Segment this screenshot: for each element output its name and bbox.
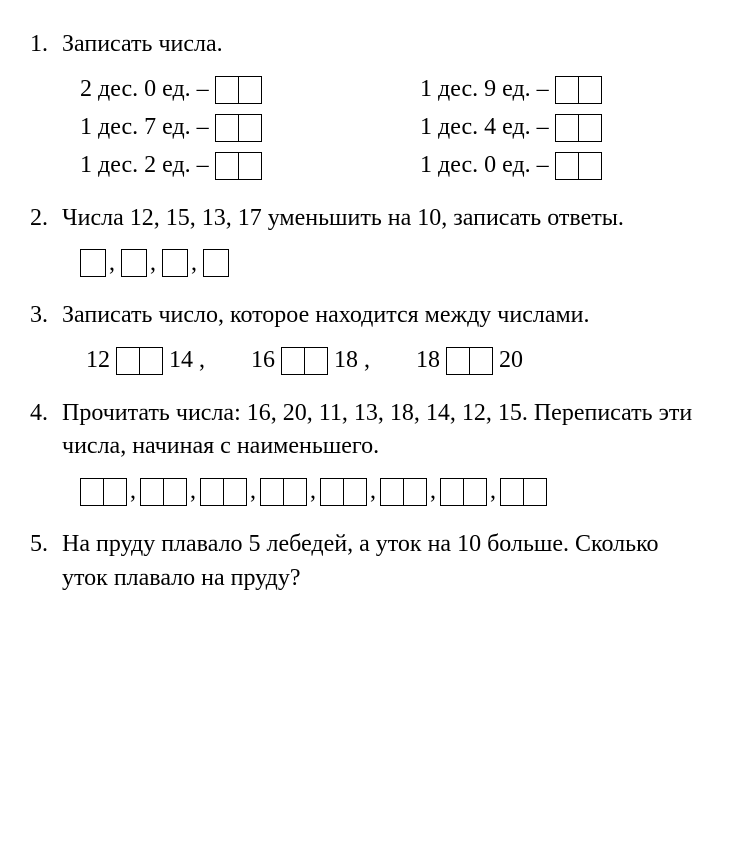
answer-double-box[interactable] xyxy=(440,478,487,506)
answer-single-box[interactable] xyxy=(162,249,188,277)
answer-single-box[interactable] xyxy=(80,249,106,277)
answer-double-box[interactable] xyxy=(80,478,127,506)
task-1-label: 1 дес. 0 ед. – xyxy=(420,152,555,179)
separator: , xyxy=(199,347,205,374)
task-4: 4. Прочитать числа: 16, 20, 11, 13, 18, … xyxy=(30,397,710,506)
between-right: 14 xyxy=(169,347,193,374)
task-2-heading: 2. Числа 12, 15, 13, 17 уменьшить на 10,… xyxy=(30,202,710,236)
task-2-title: Числа 12, 15, 13, 17 уменьшить на 10, за… xyxy=(62,202,710,236)
task-1-number: 1. xyxy=(30,28,62,62)
answer-double-box[interactable] xyxy=(555,76,602,104)
task-5: 5. На пруду плавало 5 лебедей, а уток на… xyxy=(30,528,710,595)
answer-single-box[interactable] xyxy=(121,249,147,277)
between-item: 18 20 xyxy=(410,347,529,375)
task-1-row: 1 дес. 2 ед. – 1 дес. 0 ед. – xyxy=(80,152,710,180)
answer-double-box[interactable] xyxy=(320,478,367,506)
task-5-heading: 5. На пруду плавало 5 лебедей, а уток на… xyxy=(30,528,710,595)
separator: , xyxy=(490,478,496,505)
task-1-item: 1 дес. 2 ед. – xyxy=(80,152,420,180)
answer-double-box[interactable] xyxy=(260,478,307,506)
task-3-title: Записать число, которое находится между … xyxy=(62,299,710,333)
answer-double-box[interactable] xyxy=(215,114,262,142)
task-1-label: 1 дес. 9 ед. – xyxy=(420,76,555,103)
separator: , xyxy=(150,250,156,277)
answer-double-box[interactable] xyxy=(116,347,163,375)
answer-double-box[interactable] xyxy=(380,478,427,506)
between-item: 12 14, xyxy=(80,347,205,375)
task-1-label: 2 дес. 0 ед. – xyxy=(80,76,215,103)
between-left: 12 xyxy=(86,347,110,374)
task-1-body: 2 дес. 0 ед. – 1 дес. 9 ед. – 1 дес. 7 е… xyxy=(80,76,710,180)
between-left: 18 xyxy=(416,347,440,374)
task-3-heading: 3. Записать число, которое находится меж… xyxy=(30,299,710,333)
separator: , xyxy=(190,478,196,505)
separator: , xyxy=(370,478,376,505)
answer-double-box[interactable] xyxy=(200,478,247,506)
task-4-heading: 4. Прочитать числа: 16, 20, 11, 13, 18, … xyxy=(30,397,710,464)
separator: , xyxy=(310,478,316,505)
task-1-label: 1 дес. 2 ед. – xyxy=(80,152,215,179)
between-right: 18 xyxy=(334,347,358,374)
separator: , xyxy=(364,347,370,374)
separator: , xyxy=(430,478,436,505)
task-1-label: 1 дес. 7 ед. – xyxy=(80,114,215,141)
task-1-row: 1 дес. 7 ед. – 1 дес. 4 ед. – xyxy=(80,114,710,142)
task-1-row: 2 дес. 0 ед. – 1 дес. 9 ед. – xyxy=(80,76,710,104)
answer-double-box[interactable] xyxy=(140,478,187,506)
task-3-number: 3. xyxy=(30,299,62,333)
answer-double-box[interactable] xyxy=(446,347,493,375)
task-3: 3. Записать число, которое находится меж… xyxy=(30,299,710,375)
answer-double-box[interactable] xyxy=(555,152,602,180)
separator: , xyxy=(250,478,256,505)
task-1-item: 2 дес. 0 ед. – xyxy=(80,76,420,104)
answer-double-box[interactable] xyxy=(215,152,262,180)
task-1-title: Записать числа. xyxy=(62,28,710,62)
task-1-label: 1 дес. 4 ед. – xyxy=(420,114,555,141)
task-1-item: 1 дес. 4 ед. – xyxy=(420,114,602,142)
task-4-answers: , , , , , , , xyxy=(80,478,710,506)
separator: , xyxy=(109,250,115,277)
separator: , xyxy=(130,478,136,505)
task-1-heading: 1. Записать числа. xyxy=(30,28,710,62)
task-5-number: 5. xyxy=(30,528,62,595)
answer-single-box[interactable] xyxy=(203,249,229,277)
separator: , xyxy=(191,250,197,277)
task-1: 1. Записать числа. 2 дес. 0 ед. – 1 дес.… xyxy=(30,28,710,180)
answer-double-box[interactable] xyxy=(215,76,262,104)
between-item: 16 18, xyxy=(245,347,370,375)
task-2: 2. Числа 12, 15, 13, 17 уменьшить на 10,… xyxy=(30,202,710,278)
task-1-item: 1 дес. 0 ед. – xyxy=(420,152,602,180)
answer-double-box[interactable] xyxy=(281,347,328,375)
task-2-number: 2. xyxy=(30,202,62,236)
task-2-answers: , , , xyxy=(80,249,710,277)
answer-double-box[interactable] xyxy=(555,114,602,142)
task-1-item: 1 дес. 7 ед. – xyxy=(80,114,420,142)
worksheet-page: 1. Записать числа. 2 дес. 0 ед. – 1 дес.… xyxy=(0,0,740,647)
between-right: 20 xyxy=(499,347,523,374)
between-left: 16 xyxy=(251,347,275,374)
answer-double-box[interactable] xyxy=(500,478,547,506)
task-4-number: 4. xyxy=(30,397,62,464)
task-3-answers: 12 14, 16 18, 18 20 xyxy=(80,347,710,375)
task-5-title: На пруду плавало 5 лебедей, а уток на 10… xyxy=(62,528,710,595)
task-4-title: Прочитать числа: 16, 20, 11, 13, 18, 14,… xyxy=(62,397,710,464)
task-1-item: 1 дес. 9 ед. – xyxy=(420,76,602,104)
